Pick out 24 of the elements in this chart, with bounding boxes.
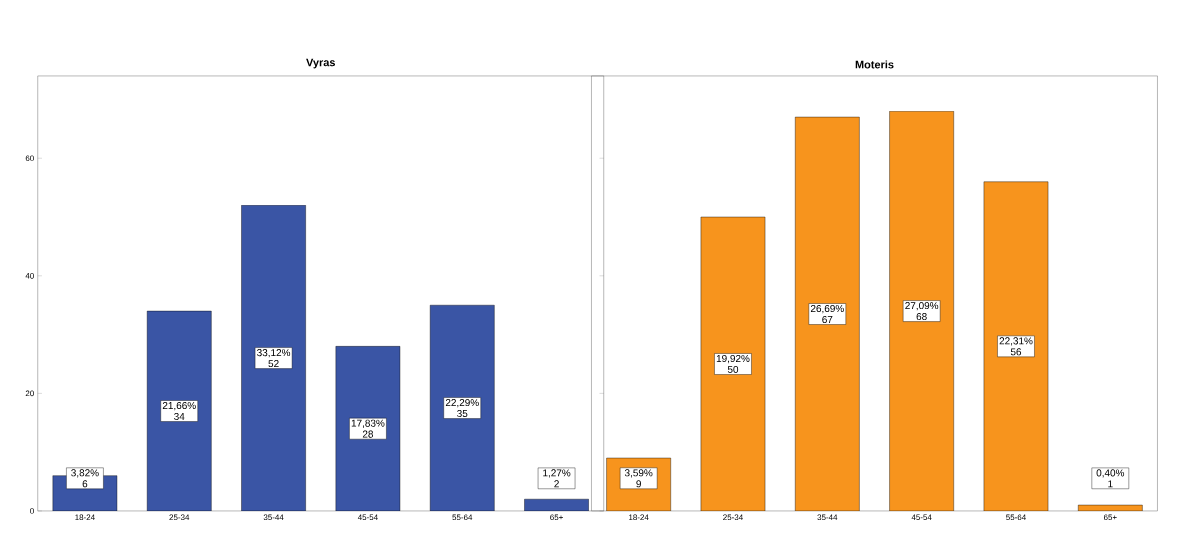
data-label: 0,40% 1 — [1096, 469, 1125, 488]
bar — [429, 305, 495, 511]
bar — [795, 116, 860, 511]
bar — [1078, 504, 1143, 511]
bar — [146, 310, 212, 511]
bar — [335, 346, 401, 511]
data-label: 33,12% 52 — [257, 349, 291, 368]
bar — [241, 205, 306, 511]
data-label: 22,31% 56 — [999, 337, 1033, 356]
data-label: 21,66% 34 — [162, 402, 196, 421]
data-label: 1,27% 2 — [543, 469, 571, 488]
data-label: 22,29% 35 — [445, 399, 479, 418]
data-label: 17,83% 28 — [351, 419, 385, 438]
bar — [700, 216, 766, 511]
bar — [889, 111, 954, 511]
data-label: 26,69% 67 — [810, 305, 844, 324]
chart-title: Vyras — [306, 58, 336, 69]
bar — [983, 181, 1049, 511]
data-label: 27,09% 68 — [905, 302, 939, 321]
data-label: 19,92% 50 — [716, 354, 750, 373]
data-label: 3,59% 9 — [624, 469, 653, 488]
bar — [524, 498, 589, 511]
data-label: 3,82% 6 — [71, 469, 99, 488]
chart-title: Moteris — [855, 60, 894, 69]
